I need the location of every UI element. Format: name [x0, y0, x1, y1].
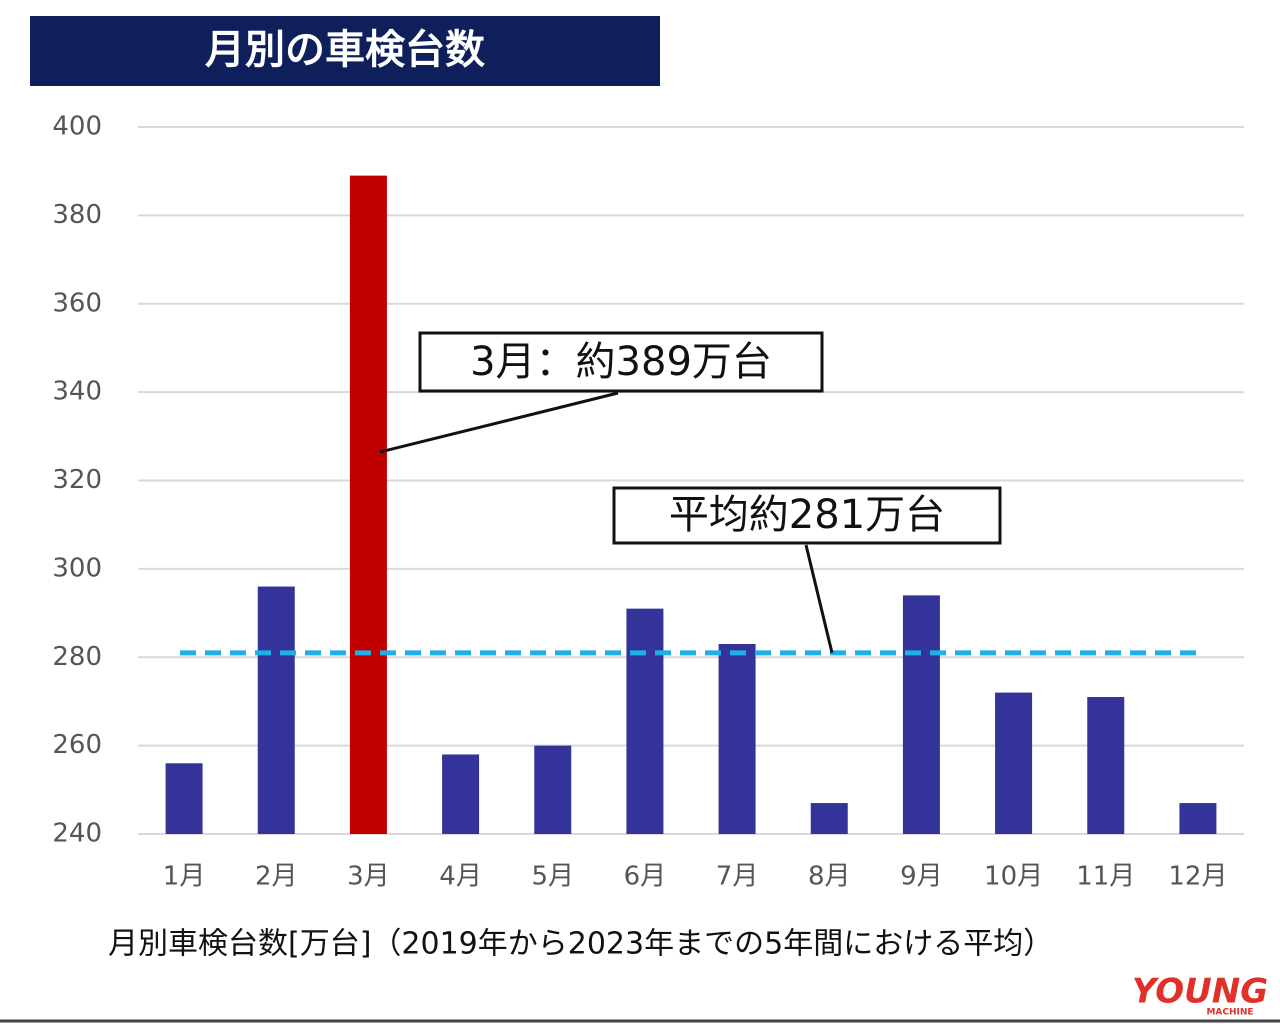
- y-tick-label: 240: [52, 819, 102, 849]
- x-tick-label: 5月: [531, 862, 574, 892]
- callout-box: [612, 486, 1002, 545]
- bar: [1179, 803, 1217, 834]
- x-tick-label: 12月: [1168, 862, 1227, 892]
- bar: [442, 754, 480, 834]
- title-box: [30, 16, 660, 86]
- x-tick-label: 4月: [439, 862, 482, 892]
- y-tick-label: 260: [52, 730, 102, 760]
- x-axis-label: 月別車検台数[万台]（2019年から2023年までの5年間における平均）: [108, 927, 1053, 962]
- x-tick-label: 8月: [808, 862, 851, 892]
- y-tick-label: 380: [52, 200, 102, 230]
- x-tick-label: 3月: [347, 862, 390, 892]
- leader-line: [804, 544, 834, 654]
- bar: [902, 595, 940, 834]
- bar: [257, 586, 295, 834]
- bar: [626, 608, 664, 834]
- leader-line: [379, 391, 619, 454]
- bar: [165, 763, 203, 834]
- x-tick-label: 7月: [716, 862, 759, 892]
- x-tick-label: 6月: [624, 862, 667, 892]
- chart-title: 月別の車検台数: [205, 27, 485, 73]
- x-tick-label: 9月: [900, 862, 943, 892]
- bar: [534, 745, 572, 834]
- bar: [349, 175, 387, 834]
- x-tick-label: 1月: [163, 862, 206, 892]
- logo-sub: MACHINE: [1206, 1008, 1253, 1018]
- y-tick-label: 360: [52, 288, 102, 318]
- x-tick-label: 10月: [984, 862, 1043, 892]
- y-tick-label: 340: [52, 377, 102, 407]
- bar: [995, 692, 1033, 834]
- bar: [718, 643, 756, 834]
- bar: [810, 803, 848, 834]
- y-tick-label: 280: [52, 642, 102, 672]
- bar: [1087, 697, 1125, 834]
- x-tick-label: 11月: [1076, 862, 1135, 892]
- y-tick-label: 300: [52, 553, 102, 583]
- logo: YOUNG: [1132, 972, 1268, 1012]
- annotation: 3月：約389万台: [470, 339, 772, 385]
- y-tick-label: 320: [52, 465, 102, 495]
- callout-box: [418, 331, 824, 393]
- annotation: 平均約281万台: [669, 492, 945, 538]
- y-tick-label: 400: [52, 112, 102, 142]
- x-tick-label: 2月: [255, 862, 298, 892]
